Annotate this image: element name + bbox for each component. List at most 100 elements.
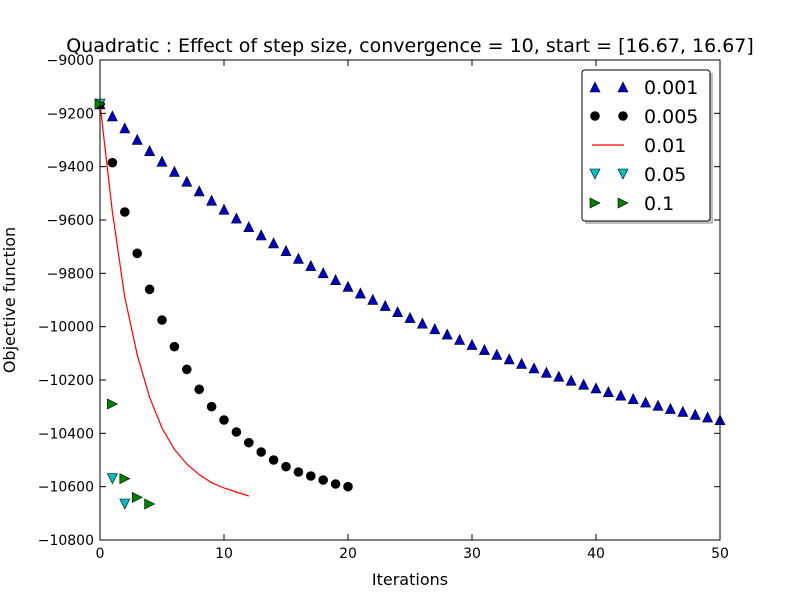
data-point <box>119 498 131 510</box>
data-point <box>305 471 316 481</box>
y-tick-label: −9200 <box>47 106 94 122</box>
data-point <box>106 110 118 122</box>
y-tick-label: −9600 <box>47 213 94 229</box>
y-tick-label: −10600 <box>38 480 94 496</box>
data-point <box>540 366 552 378</box>
data-point <box>107 398 119 410</box>
series-0.1 <box>94 98 156 510</box>
data-point <box>454 333 466 345</box>
y-axis-label: Objective function <box>0 227 19 373</box>
data-point <box>230 212 242 224</box>
data-point <box>578 378 590 390</box>
legend-entry-0.1: 0.1 <box>589 193 674 215</box>
data-point <box>640 396 652 408</box>
data-point <box>330 274 342 286</box>
data-point <box>156 155 168 167</box>
data-point <box>342 280 354 292</box>
data-point <box>379 299 391 311</box>
data-point <box>429 323 441 335</box>
data-point <box>615 389 627 401</box>
data-point <box>516 357 528 369</box>
legend-label: 0.01 <box>644 135 686 157</box>
legend-label: 0.05 <box>644 164 686 186</box>
legend-entry-0.001: 0.001 <box>589 77 698 99</box>
data-point <box>392 306 404 318</box>
x-tick-label: 10 <box>215 546 233 562</box>
y-tick-label: −10200 <box>38 373 94 389</box>
x-tick-label: 40 <box>587 546 605 562</box>
data-point <box>131 491 143 503</box>
y-tick-label: −10800 <box>38 533 94 549</box>
x-tick-label: 0 <box>96 546 105 562</box>
data-point <box>131 133 143 145</box>
x-tick-label: 50 <box>711 546 729 562</box>
plot-frame <box>99 59 721 541</box>
data-point <box>293 467 304 477</box>
data-point <box>330 479 341 489</box>
data-point <box>256 447 267 457</box>
data-point <box>244 437 254 448</box>
data-point <box>343 481 353 492</box>
data-point <box>243 220 255 232</box>
legend-marker <box>589 81 601 93</box>
data-point <box>677 405 689 417</box>
data-point <box>354 287 366 299</box>
data-point <box>702 411 714 423</box>
data-point <box>652 399 664 411</box>
data-point <box>194 384 204 395</box>
x-tick-label: 20 <box>339 546 357 562</box>
data-point <box>528 362 540 374</box>
y-tick-label: −9000 <box>47 53 94 69</box>
legend-marker <box>590 111 600 121</box>
data-point <box>590 382 602 394</box>
data-point <box>565 374 577 386</box>
data-point <box>280 244 292 256</box>
data-point <box>219 415 229 425</box>
data-point <box>664 402 676 414</box>
legend-marker <box>617 168 629 180</box>
series-layer <box>94 98 726 510</box>
data-point <box>231 427 242 437</box>
legend-entry-0.01: 0.01 <box>592 135 686 157</box>
y-tick-label: −9800 <box>47 266 94 282</box>
legend-marker <box>617 197 629 209</box>
data-point <box>503 353 515 365</box>
series-0.001 <box>94 98 726 426</box>
legend: 0.001 0.005 0.01 0.05 0.1 <box>581 69 713 224</box>
x-axis-label: Iterations <box>372 570 448 589</box>
legend-entry-0.05: 0.05 <box>589 164 686 186</box>
data-point <box>193 185 205 197</box>
y-tick-label: −10400 <box>38 426 94 442</box>
data-point <box>292 252 304 264</box>
data-point <box>416 317 428 329</box>
legend-box <box>581 69 711 222</box>
data-point <box>119 122 131 134</box>
data-point <box>144 498 156 510</box>
data-point <box>491 348 503 360</box>
chart-title: Quadratic : Effect of step size, converg… <box>66 35 754 57</box>
data-point <box>206 194 218 206</box>
data-point <box>218 203 230 215</box>
data-point <box>689 408 701 420</box>
data-point <box>144 284 155 295</box>
data-point <box>168 165 180 177</box>
data-point <box>317 267 329 279</box>
data-point <box>553 370 565 382</box>
data-point <box>106 473 118 485</box>
data-point <box>268 237 280 249</box>
data-point <box>268 455 279 465</box>
data-point <box>466 338 478 350</box>
legend-entry-0.005: 0.005 <box>590 106 698 128</box>
data-point <box>157 315 167 325</box>
legend-marker <box>589 197 601 209</box>
data-point <box>169 341 180 352</box>
data-point <box>119 473 131 485</box>
legend-label: 0.1 <box>644 193 674 215</box>
y-tick-label: −10000 <box>38 320 94 336</box>
legend-marker <box>589 168 601 180</box>
legend-label: 0.001 <box>644 77 698 99</box>
data-point <box>206 401 217 412</box>
series-line <box>99 103 249 497</box>
data-point <box>281 461 291 472</box>
data-point <box>120 207 130 217</box>
